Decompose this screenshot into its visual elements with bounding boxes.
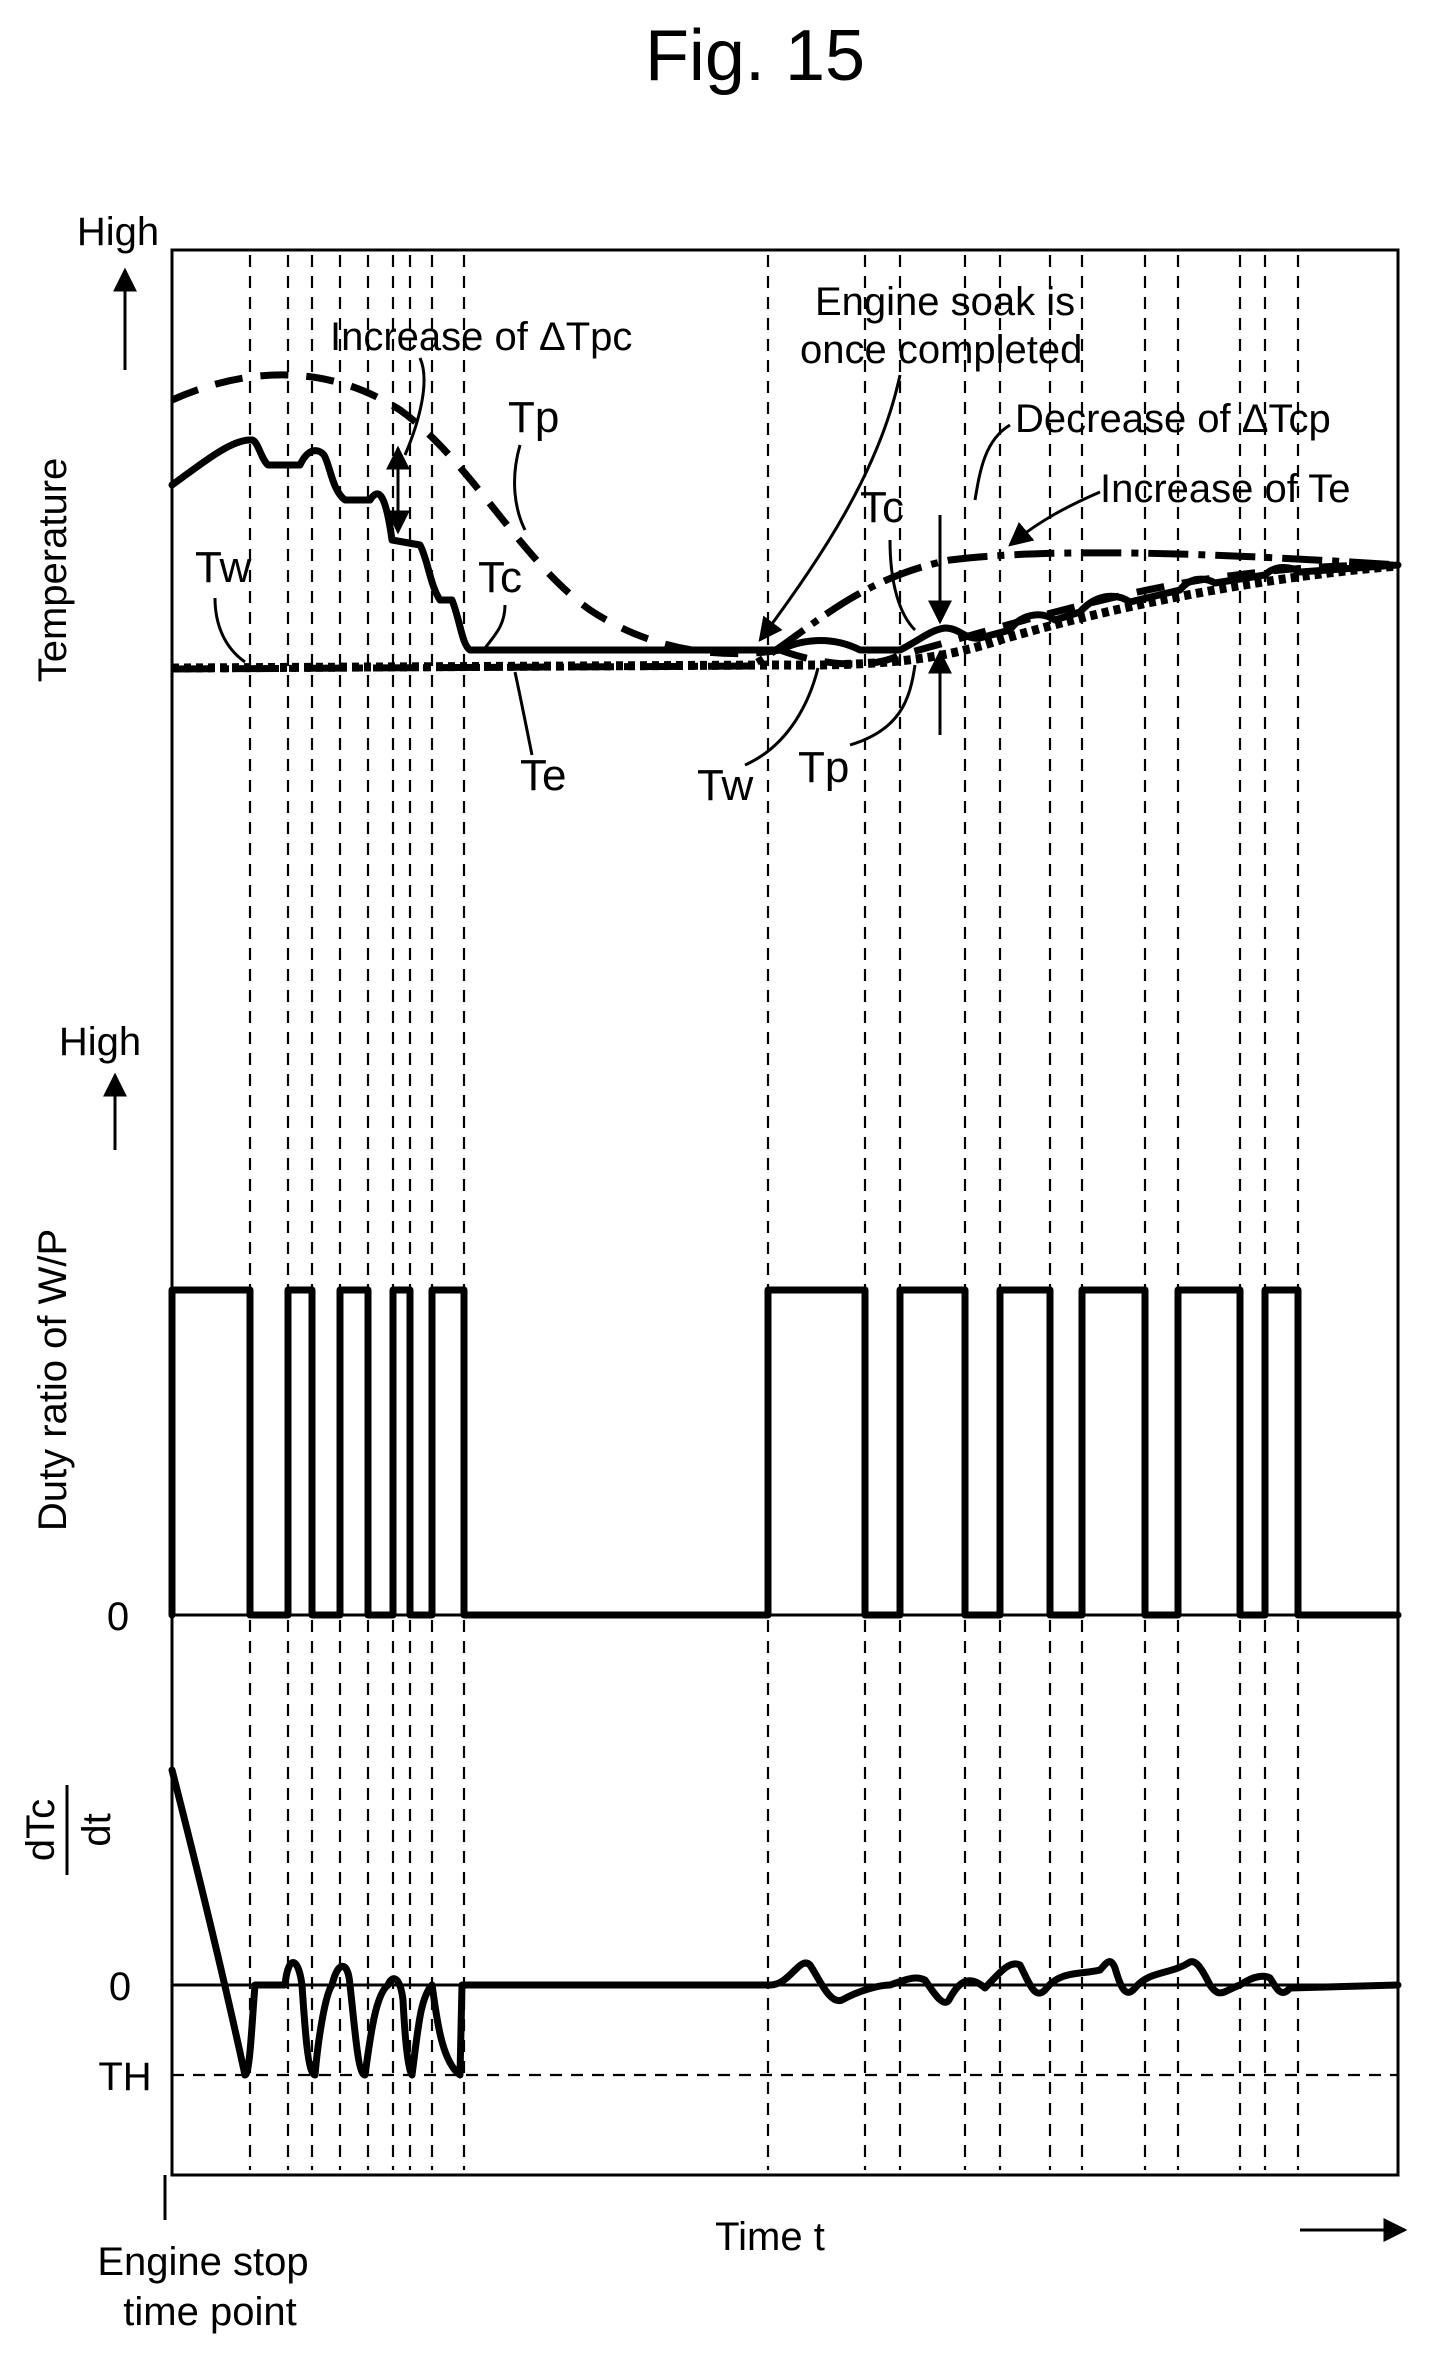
engine-stop-label-line1: Engine stop xyxy=(97,2240,308,2284)
duty-ratio-panel: High Duty ratio of W/P 0 xyxy=(31,1020,1402,1639)
panel-frame xyxy=(170,248,1400,2177)
decrease-dtcp-annotation: Decrease of ΔTcp xyxy=(1015,397,1331,441)
tp-label-right: Tp xyxy=(798,743,849,792)
engine-soak-annotation-line1: Engine soak is xyxy=(815,280,1075,324)
dtc-zero-label: 0 xyxy=(109,1965,131,2009)
te-curve xyxy=(171,549,1399,673)
temperature-axis-label: Temperature xyxy=(31,458,75,683)
dtc-dt-fraction-label: dTc dt xyxy=(19,1785,119,1875)
te-label-leader xyxy=(513,671,534,756)
temperature-panel: High Temperature Increase of ΔTpc Engine… xyxy=(31,210,1402,810)
engine-soak-leader-arrow xyxy=(758,374,902,642)
tw-curve xyxy=(171,561,1399,673)
increase-dtpc-annotation: Increase of ΔTpc xyxy=(330,315,632,359)
dtc-dt-waveform xyxy=(168,1766,1402,2079)
time-axis-label: Time t xyxy=(715,2215,825,2259)
duty-ratio-waveform xyxy=(168,1286,1402,1619)
increase-te-annotation: Increase of Te xyxy=(1100,467,1351,511)
tp-curve-right xyxy=(778,561,1399,668)
tc-label-left: Tc xyxy=(478,553,522,602)
temperature-high-label: High xyxy=(77,210,159,254)
duty-high-label: High xyxy=(59,1020,141,1064)
tc-curve xyxy=(168,436,1402,654)
tc-label-right-leader xyxy=(888,539,917,632)
tw-label-right-leader xyxy=(744,667,820,767)
dtc-numerator: dTc xyxy=(19,1799,63,1861)
decrease-dtcp-leader xyxy=(973,423,1011,501)
tc-label-right: Tc xyxy=(860,483,904,532)
tp-curve-left xyxy=(170,371,781,658)
dtc-dt-panel: dTc dt 0 TH xyxy=(19,1766,1402,2099)
tp-label-top: Tp xyxy=(508,393,559,442)
tp-label-top-leader xyxy=(513,444,527,531)
engine-soak-annotation-line2: once completed xyxy=(800,328,1082,372)
tc-label-left-leader xyxy=(483,604,507,649)
te-label: Te xyxy=(520,751,566,800)
threshold-label: TH xyxy=(98,2055,151,2099)
engine-stop-label-line2: time point xyxy=(123,2290,296,2334)
tw-label-right: Tw xyxy=(697,761,753,810)
increase-dtpc-leader xyxy=(403,357,426,456)
tp-label-right-leader xyxy=(849,664,917,747)
figure-title: Fig. 15 xyxy=(645,16,865,96)
dtc-denominator: dt xyxy=(75,1813,119,1846)
increase-te-leader-arrow xyxy=(1008,490,1101,547)
duty-axis-label: Duty ratio of W/P xyxy=(31,1229,75,1531)
tw-label-left-leader xyxy=(213,597,246,664)
duty-zero-label: 0 xyxy=(107,1595,129,1639)
tw-label-left: Tw xyxy=(195,543,251,592)
